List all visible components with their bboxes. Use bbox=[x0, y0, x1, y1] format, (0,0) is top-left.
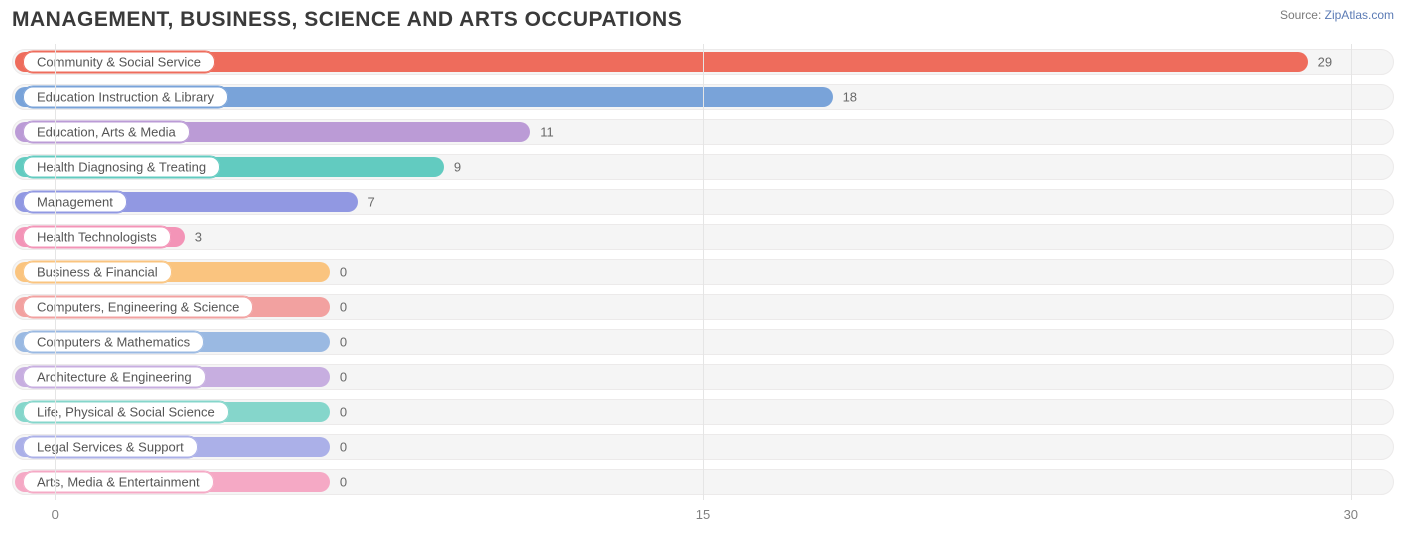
source-prefix: Source: bbox=[1280, 8, 1325, 22]
gridline bbox=[1351, 44, 1352, 500]
source-attribution: Source: ZipAtlas.com bbox=[1280, 8, 1394, 22]
bar-label-pill: Life, Physical & Social Science bbox=[22, 401, 230, 424]
gridline bbox=[703, 44, 704, 500]
bar-label-pill: Education Instruction & Library bbox=[22, 85, 229, 108]
bar-value-label: 0 bbox=[340, 335, 347, 350]
bar-value-label: 0 bbox=[340, 405, 347, 420]
chart-container: MANAGEMENT, BUSINESS, SCIENCE AND ARTS O… bbox=[0, 0, 1406, 559]
bar-value-label: 0 bbox=[340, 440, 347, 455]
bar-value-label: 29 bbox=[1318, 54, 1332, 69]
bar-value-label: 0 bbox=[340, 475, 347, 490]
plot-area: Community & Social Service 29 Education In… bbox=[12, 44, 1394, 528]
bar-value-label: 3 bbox=[195, 229, 202, 244]
bar-label-pill: Community & Social Service bbox=[22, 50, 216, 73]
bar-value-label: 0 bbox=[340, 264, 347, 279]
bar-label-pill: Business & Financial bbox=[22, 260, 173, 283]
bar-label-pill: Health Technologists bbox=[22, 225, 172, 248]
x-axis-tick-label: 15 bbox=[696, 507, 710, 522]
bar-label-pill: Health Diagnosing & Treating bbox=[22, 155, 221, 178]
source-link[interactable]: ZipAtlas.com bbox=[1325, 8, 1394, 22]
gridline bbox=[55, 44, 56, 500]
header: MANAGEMENT, BUSINESS, SCIENCE AND ARTS O… bbox=[12, 8, 1394, 32]
bar-label-pill: Architecture & Engineering bbox=[22, 366, 207, 389]
x-axis-tick-label: 30 bbox=[1344, 507, 1358, 522]
bar-label-pill: Computers, Engineering & Science bbox=[22, 295, 254, 318]
bar-value-label: 0 bbox=[340, 370, 347, 385]
bar-label-pill: Education, Arts & Media bbox=[22, 120, 191, 143]
bar-label-pill: Computers & Mathematics bbox=[22, 331, 205, 354]
bar-label-pill: Management bbox=[22, 190, 128, 213]
bar-value-label: 11 bbox=[540, 124, 554, 139]
bar-value-label: 0 bbox=[340, 299, 347, 314]
bar-value-label: 18 bbox=[843, 89, 857, 104]
x-axis-tick-label: 0 bbox=[52, 507, 59, 522]
bar-value-label: 9 bbox=[454, 159, 461, 174]
bar-label-pill: Arts, Media & Entertainment bbox=[22, 471, 215, 494]
chart-title: MANAGEMENT, BUSINESS, SCIENCE AND ARTS O… bbox=[12, 8, 682, 32]
bar-label-pill: Legal Services & Support bbox=[22, 436, 199, 459]
bar-value-label: 7 bbox=[368, 194, 375, 209]
